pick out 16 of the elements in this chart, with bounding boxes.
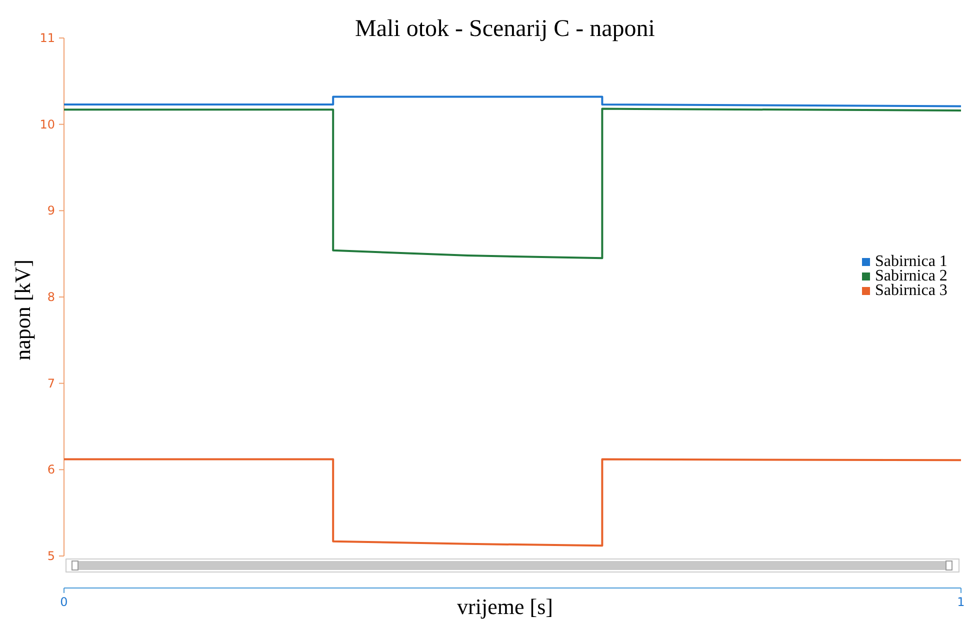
y-tick-label: 10	[40, 117, 55, 132]
y-tick-label: 11	[40, 31, 55, 45]
legend-label: Sabirnica 1	[875, 253, 948, 270]
legend-label: Sabirnica 2	[875, 268, 948, 284]
y-tick-label: 5	[47, 549, 55, 563]
y-tick-label: 9	[47, 204, 55, 218]
chart-title: Mali otok - Scenarij C - naponi	[355, 16, 656, 42]
y-tick-label: 7	[47, 376, 55, 390]
x-axis-title: vrijeme [s]	[457, 594, 553, 619]
y-tick-label: 8	[47, 290, 55, 304]
y-tick-label: 6	[47, 462, 55, 477]
x-tick-label: 1	[957, 595, 965, 609]
line-series	[63, 458, 962, 547]
y-axis-title: napon [kV]	[10, 260, 35, 360]
x-tick-label: 0	[60, 595, 68, 609]
legend-label: Sabirnica 3	[875, 282, 948, 299]
